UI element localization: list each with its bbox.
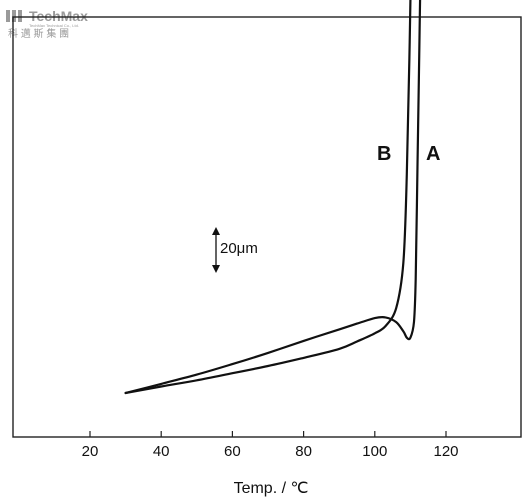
series-a-label: A bbox=[426, 143, 440, 165]
plot-frame bbox=[12, 16, 522, 438]
logo-mark-icon bbox=[6, 10, 10, 22]
logo-mark-icon-2 bbox=[12, 10, 16, 22]
x-tick-label-20: 20 bbox=[82, 443, 99, 460]
x-tick-label-80: 80 bbox=[295, 443, 312, 460]
scale-bar-label: 20μm bbox=[220, 240, 258, 257]
series-a-line bbox=[124, 0, 422, 395]
watermark-logo: TechMax TechMax Technical Co., Ltd. 科 邁 … bbox=[6, 8, 88, 40]
watermark-subtitle: TechMax Technical Co., Ltd. bbox=[29, 23, 79, 28]
x-tick-label-120: 120 bbox=[433, 443, 458, 460]
series-b-label: B bbox=[377, 143, 391, 165]
x-tick-label-40: 40 bbox=[153, 443, 170, 460]
x-tick-label-60: 60 bbox=[224, 443, 241, 460]
watermark-brand: TechMax bbox=[29, 8, 88, 24]
x-axis-ticks: 20 40 60 80 100 120 bbox=[82, 431, 459, 460]
x-tick-label-100: 100 bbox=[362, 443, 387, 460]
scale-bar-bottom-arrow-icon bbox=[212, 265, 220, 273]
x-axis-label: Temp. / ℃ bbox=[234, 480, 309, 497]
scale-bar: 20μm bbox=[212, 227, 258, 273]
logo-mark-icon-3 bbox=[18, 10, 22, 22]
series-b-line bbox=[124, 0, 412, 395]
watermark-cjk: 科 邁 斯 集 團 bbox=[8, 27, 69, 40]
scale-bar-top-arrow-icon bbox=[212, 227, 220, 235]
